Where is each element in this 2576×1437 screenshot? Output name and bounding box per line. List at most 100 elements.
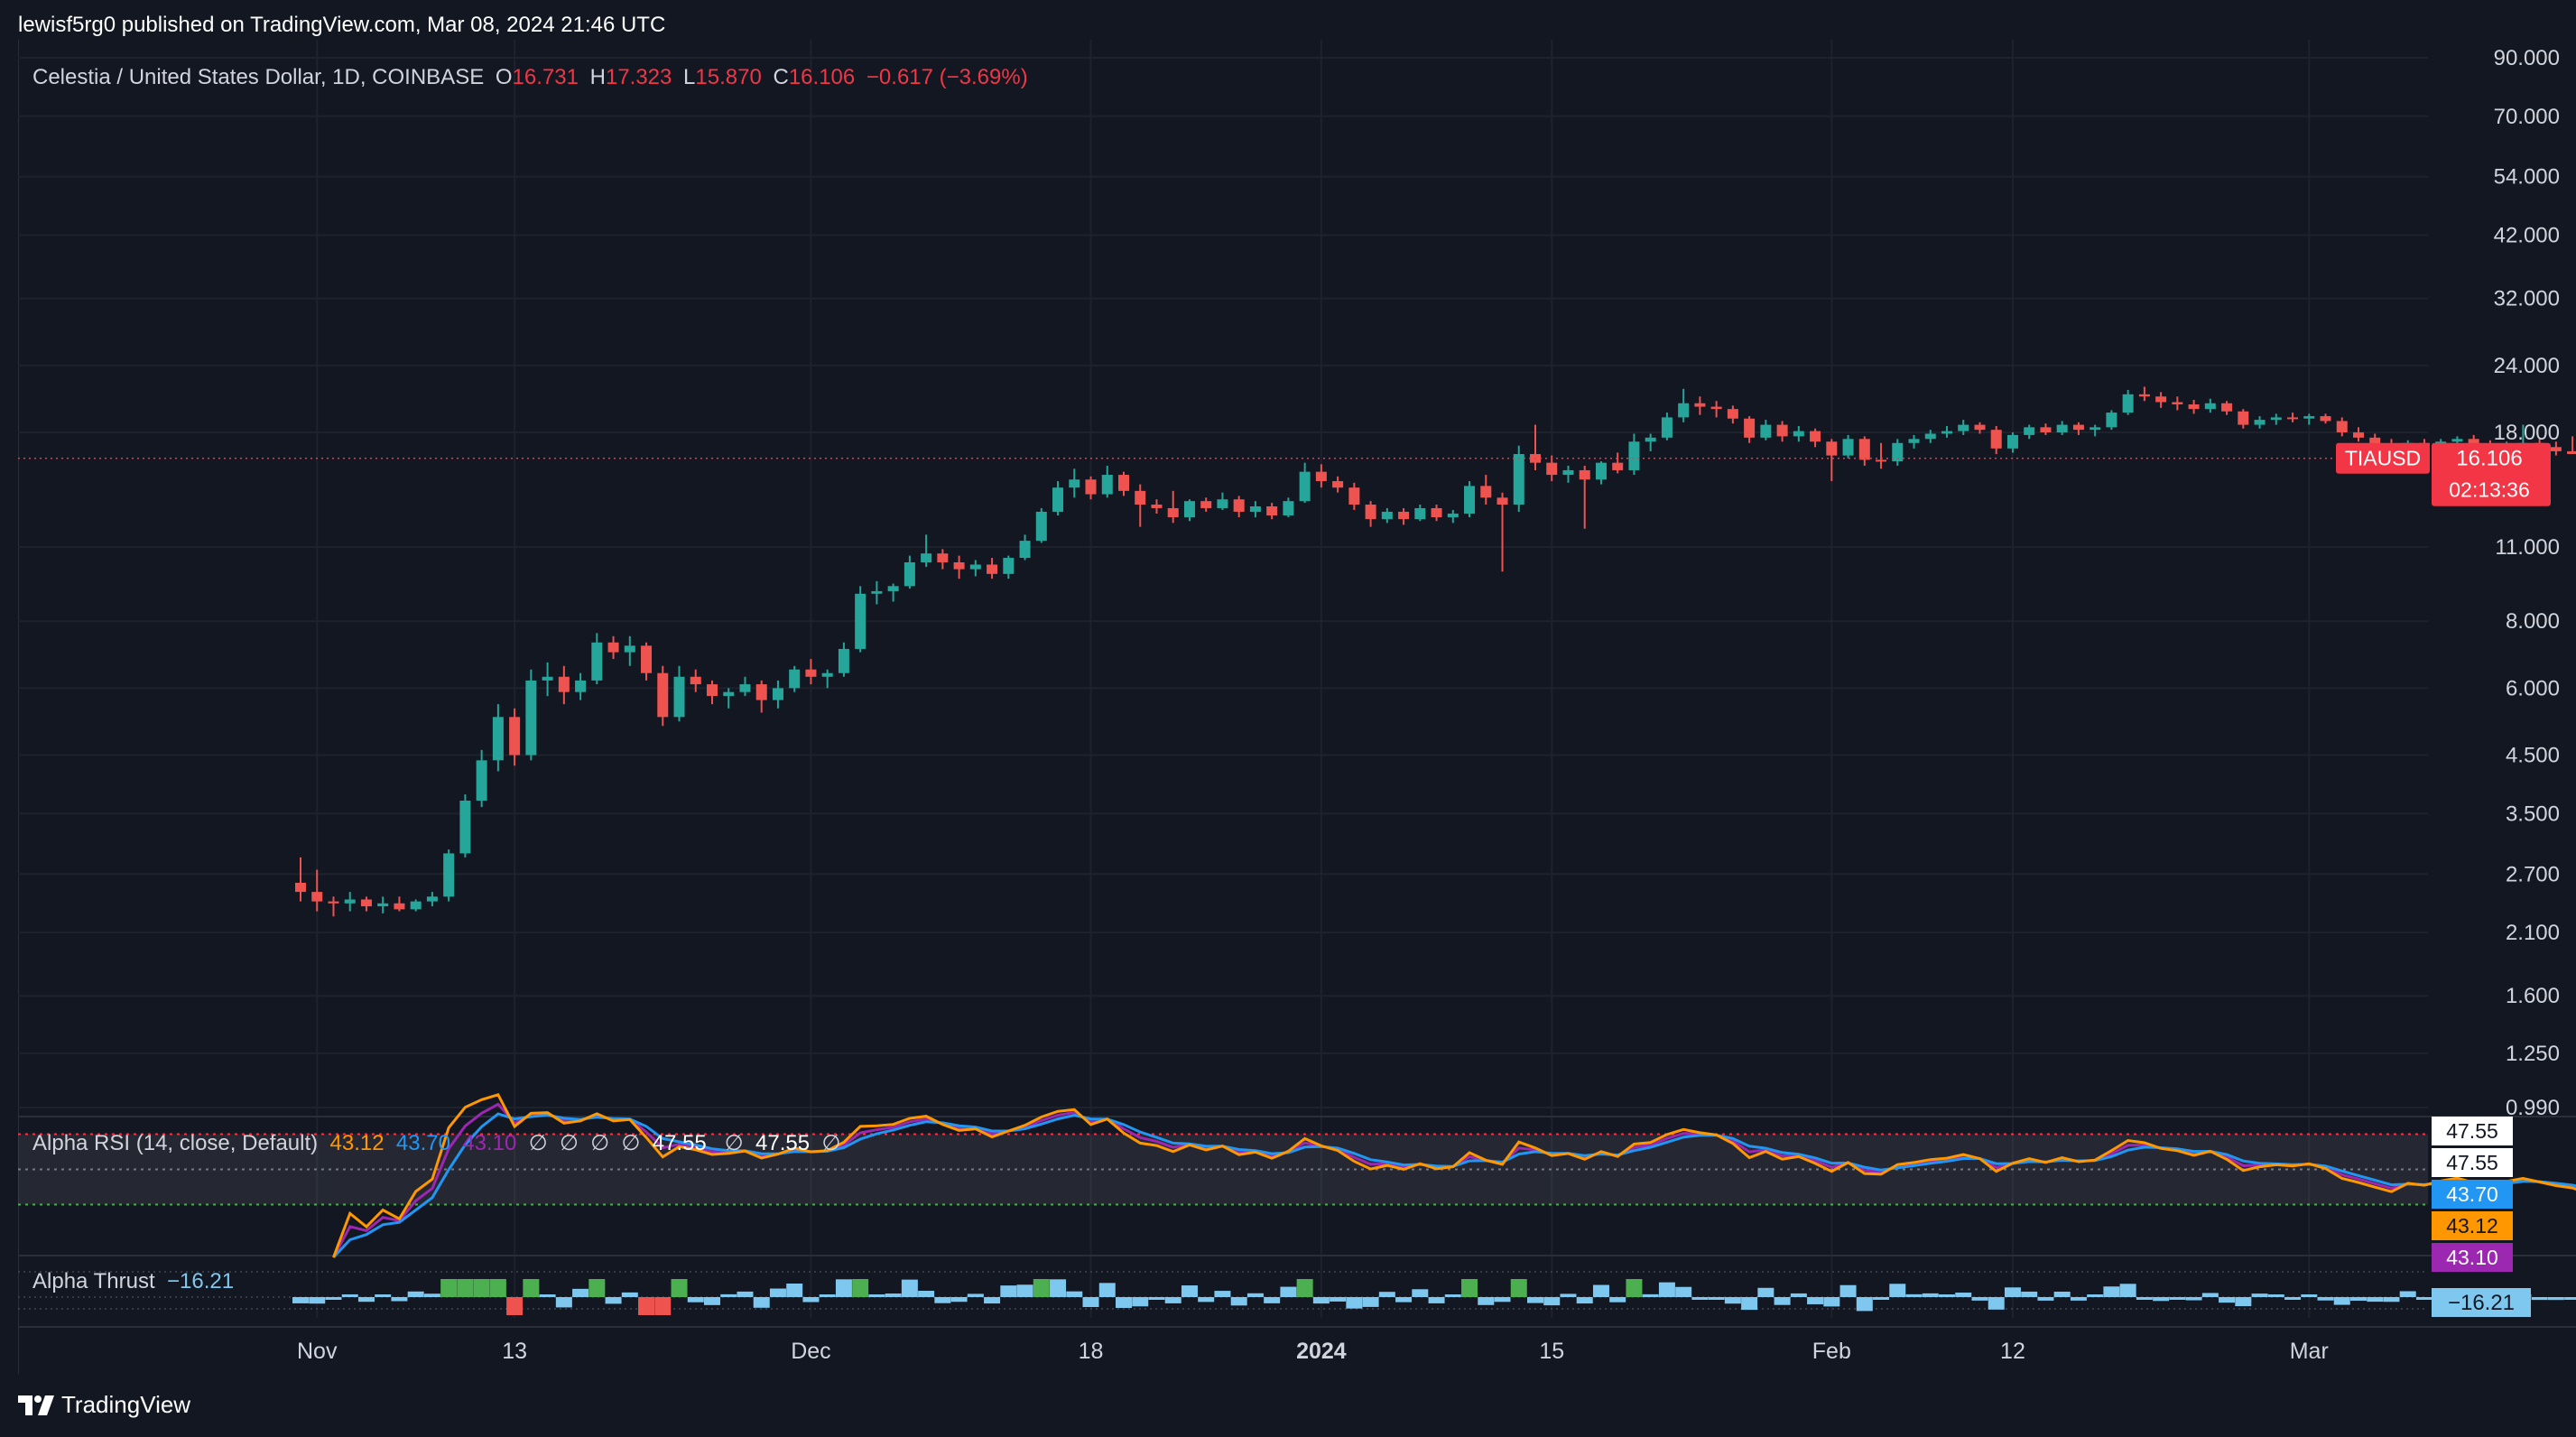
tradingview-icon xyxy=(18,1395,54,1415)
thrust-bar xyxy=(1116,1297,1132,1308)
thrust-bar xyxy=(523,1279,540,1297)
thrust-bar xyxy=(786,1284,803,1297)
symbol-tag-label: TIAUSD xyxy=(2345,447,2421,470)
time-tick-label: 18 xyxy=(1079,1339,1104,1364)
thrust-bar xyxy=(2053,1292,2071,1297)
thrust-bar xyxy=(2070,1297,2087,1301)
price-tag-countdown: 02:13:36 xyxy=(2449,478,2530,502)
candle-body xyxy=(1365,505,1376,520)
candle-body xyxy=(311,892,323,902)
thrust-bar xyxy=(1378,1292,1395,1297)
candle-body xyxy=(723,691,735,697)
thrust-bar xyxy=(440,1279,458,1297)
thrust-bar xyxy=(621,1292,638,1297)
thrust-bar xyxy=(901,1279,918,1297)
thrust-bar xyxy=(2564,1297,2576,1300)
candle-body xyxy=(2172,402,2183,405)
candle-body xyxy=(921,553,932,562)
rsi-scale-tag xyxy=(2432,1117,2513,1145)
rsi-na-5: ∅ xyxy=(724,1131,744,1155)
thrust-bar xyxy=(1543,1297,1561,1306)
candle-body xyxy=(1480,486,1492,498)
tradingview-brand: TradingView xyxy=(61,1391,191,1418)
thrust-bar xyxy=(1939,1294,1955,1297)
thrust-bar xyxy=(292,1297,309,1303)
thrust-bar xyxy=(1330,1297,1347,1302)
candle-body xyxy=(887,586,899,591)
high-label: H xyxy=(589,65,606,89)
thrust-bar xyxy=(1708,1297,1725,1300)
candle-body xyxy=(969,564,981,570)
thrust-bar xyxy=(1016,1284,1033,1297)
thrust-bar xyxy=(2087,1294,2104,1297)
candle-body xyxy=(2336,421,2348,433)
candle-body xyxy=(1842,439,1854,456)
candle-body xyxy=(1348,487,1360,505)
thrust-bar xyxy=(1461,1279,1478,1297)
candle-body xyxy=(641,645,653,673)
candle-body xyxy=(2270,417,2282,421)
candle-body xyxy=(558,676,570,692)
thrust-bar xyxy=(391,1297,408,1302)
candle-body xyxy=(525,680,537,756)
thrust-bar xyxy=(423,1293,440,1297)
candle-body xyxy=(2567,450,2576,455)
candle-body xyxy=(2106,413,2117,428)
candle-body xyxy=(1151,505,1163,508)
price-tick-label: 32.000 xyxy=(2494,287,2560,311)
rsi-name: Alpha RSI (14, close, Default) xyxy=(32,1131,319,1155)
candle-body xyxy=(1513,454,1524,505)
high-value: 17.323 xyxy=(605,65,672,89)
thrust-scale-value: −16.21 xyxy=(2448,1291,2515,1315)
candle-body xyxy=(426,896,438,902)
candle-body xyxy=(476,760,487,802)
thrust-bar xyxy=(852,1279,869,1297)
price-tick-label: 1.250 xyxy=(2506,1042,2560,1066)
candle-body xyxy=(1974,424,1986,431)
price-tick-label: 0.990 xyxy=(2506,1096,2560,1120)
candle-body xyxy=(1661,417,1673,438)
candle-body xyxy=(1546,462,1558,476)
thrust-bar xyxy=(1346,1297,1363,1309)
thrust-bar xyxy=(1164,1297,1181,1303)
candle-body xyxy=(953,561,965,570)
thrust-bar xyxy=(918,1291,935,1297)
candle-body xyxy=(1332,481,1344,488)
candle-body xyxy=(1562,469,1574,476)
candle-body xyxy=(1085,479,1097,495)
thrust-bar xyxy=(1658,1282,1675,1297)
rsi-na-1: ∅ xyxy=(528,1131,548,1155)
rsi-scale-value: 47.55 xyxy=(2446,1119,2498,1143)
candle-body xyxy=(2451,439,2463,442)
thrust-bar xyxy=(1412,1289,1429,1297)
candle-body xyxy=(1612,462,1624,470)
candle-body xyxy=(755,684,767,700)
candle-body xyxy=(657,672,669,718)
thrust-bar xyxy=(1955,1293,1972,1297)
thrust-bar xyxy=(1050,1279,1067,1297)
thrust-bar xyxy=(1889,1284,1906,1297)
candle-body xyxy=(772,688,783,700)
price-tick-label: 54.000 xyxy=(2494,165,2560,190)
candle-body xyxy=(591,642,603,681)
symbol-legend: Celestia / United States Dollar, 1D, COI… xyxy=(32,65,1033,90)
candle-body xyxy=(2353,432,2364,438)
thrust-bar xyxy=(753,1297,770,1308)
candle-body xyxy=(1283,501,1294,516)
candle-body xyxy=(2287,417,2299,420)
thrust-bar xyxy=(1905,1293,1923,1297)
time-tick-label: 13 xyxy=(502,1339,527,1364)
candle-body xyxy=(1266,505,1278,516)
candle-body xyxy=(2122,394,2134,413)
thrust-bar xyxy=(1856,1297,1873,1312)
low-label: L xyxy=(683,65,696,89)
candle-body xyxy=(328,901,339,904)
thrust-bar xyxy=(1280,1286,1297,1297)
tradingview-logo[interactable]: TradingView xyxy=(18,1391,190,1419)
thrust-bar xyxy=(1000,1285,1017,1297)
thrust-bar xyxy=(1807,1297,1824,1304)
symbol-tag xyxy=(2336,442,2430,474)
candle-body xyxy=(2188,404,2200,410)
thrust-bar xyxy=(868,1294,885,1297)
